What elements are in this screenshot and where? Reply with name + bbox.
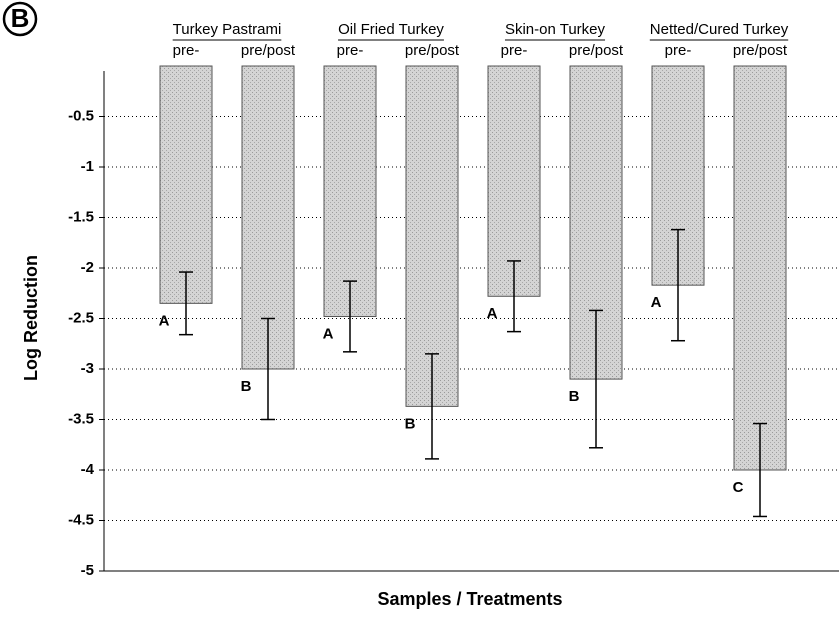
group-label: Turkey Pastrami [173, 21, 282, 38]
panel-circle [2, 1, 38, 37]
y-tick-label: -3 [81, 360, 94, 377]
bar [733, 65, 787, 471]
y-tick-label: -3.5 [68, 410, 94, 427]
group-label: Skin-on Turkey [505, 21, 606, 38]
y-tick-label: -4.5 [68, 511, 94, 528]
y-axis-label: Log Reduction [21, 255, 41, 381]
y-tick-label: -1 [81, 158, 94, 175]
significance-letter: B [241, 378, 252, 395]
category-label: pre- [665, 42, 692, 59]
category-label: pre- [501, 42, 528, 59]
category-label: pre/post [733, 42, 788, 59]
bar [487, 65, 541, 297]
y-tick-label: -0.5 [68, 107, 94, 124]
category-label: pre/post [405, 42, 460, 59]
y-tick-label: -5 [81, 562, 94, 579]
panel-label: B [11, 3, 30, 33]
category-label: pre/post [569, 42, 624, 59]
y-tick-label: -1.5 [68, 208, 94, 225]
group-label: Oil Fried Turkey [338, 21, 444, 38]
y-tick-label: -2 [81, 259, 94, 276]
group-label: Netted/Cured Turkey [650, 21, 789, 38]
significance-letter: A [159, 312, 170, 329]
significance-letter: B [569, 388, 580, 405]
significance-letter: B [405, 415, 416, 432]
category-label: pre- [173, 42, 200, 59]
category-label: pre- [337, 42, 364, 59]
bar [159, 65, 213, 304]
significance-letter: A [487, 305, 498, 322]
bar [323, 65, 377, 317]
significance-letter: C [733, 479, 744, 496]
y-tick-label: -4 [81, 461, 95, 478]
category-label: pre/post [241, 42, 296, 59]
x-axis-label: Samples / Treatments [377, 589, 562, 609]
significance-letter: A [323, 325, 334, 342]
y-tick-label: -2.5 [68, 309, 94, 326]
significance-letter: A [651, 294, 662, 311]
